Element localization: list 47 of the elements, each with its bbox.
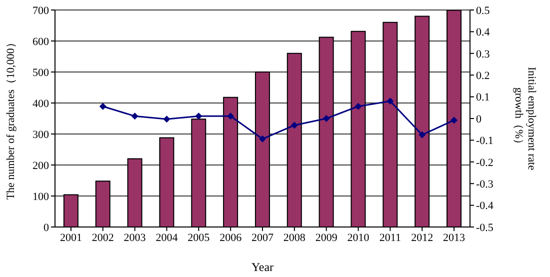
point: [418, 131, 426, 138]
x-tick-label: 2007: [252, 232, 274, 244]
point: [354, 102, 362, 110]
x-tick-label: 2008: [283, 232, 306, 244]
point: [259, 135, 266, 142]
y-tick-label: 500: [32, 66, 50, 79]
x-tick-label: 2013: [443, 232, 466, 244]
x-tick-label: 2005: [188, 232, 210, 244]
point: [386, 98, 394, 105]
y2-tick-label: -0.3: [476, 178, 494, 191]
x-tick-label: 2011: [379, 232, 401, 244]
y-tick-label: 200: [32, 160, 50, 172]
y2-tick-label: -0.1: [476, 135, 494, 148]
x-tick-label: 2001: [60, 232, 82, 244]
x-tick-label: 2010: [347, 232, 370, 244]
y2-axis-title: Initial employment rate growth（%）: [512, 66, 538, 170]
y2-tick-label: 0.1: [476, 92, 490, 104]
x-tick-label: 2009: [315, 232, 338, 244]
y2-tick-label: -0.2: [476, 156, 494, 169]
y-tick-label: 700: [32, 4, 50, 17]
y2-tick-label: 0.5: [476, 4, 490, 17]
y-tick-label: 100: [32, 190, 50, 203]
x-tick-label: 2012: [411, 232, 434, 244]
point: [131, 112, 138, 120]
y2-tick-label: 0: [476, 113, 482, 126]
x-tick-label: 2004: [156, 232, 178, 244]
x-tick-label: 2006: [220, 232, 242, 244]
y2-tick-label: -0.5: [476, 222, 494, 234]
x-tick-label: 2002: [92, 232, 114, 244]
point: [450, 116, 458, 124]
point: [322, 115, 330, 122]
y-tick-label: 600: [32, 36, 50, 48]
y2-tick-label: -0.4: [476, 200, 494, 212]
y-tick-label: 0: [44, 222, 50, 234]
point: [227, 112, 234, 120]
y2-tick-label: 0.2: [476, 70, 490, 82]
y-tick-label: 400: [32, 98, 50, 110]
x-axis-title: Year: [251, 260, 274, 274]
point: [290, 122, 298, 129]
point: [163, 116, 170, 123]
x-tick-label: 2003: [124, 232, 146, 244]
y2-tick-label: 0.4: [476, 26, 490, 39]
y-axis-title: The number of graduates（10,000）: [4, 37, 17, 200]
y-tick-label: 300: [32, 128, 50, 141]
point: [99, 102, 106, 110]
y2-tick-label: 0.3: [476, 48, 490, 60]
point: [195, 112, 202, 120]
